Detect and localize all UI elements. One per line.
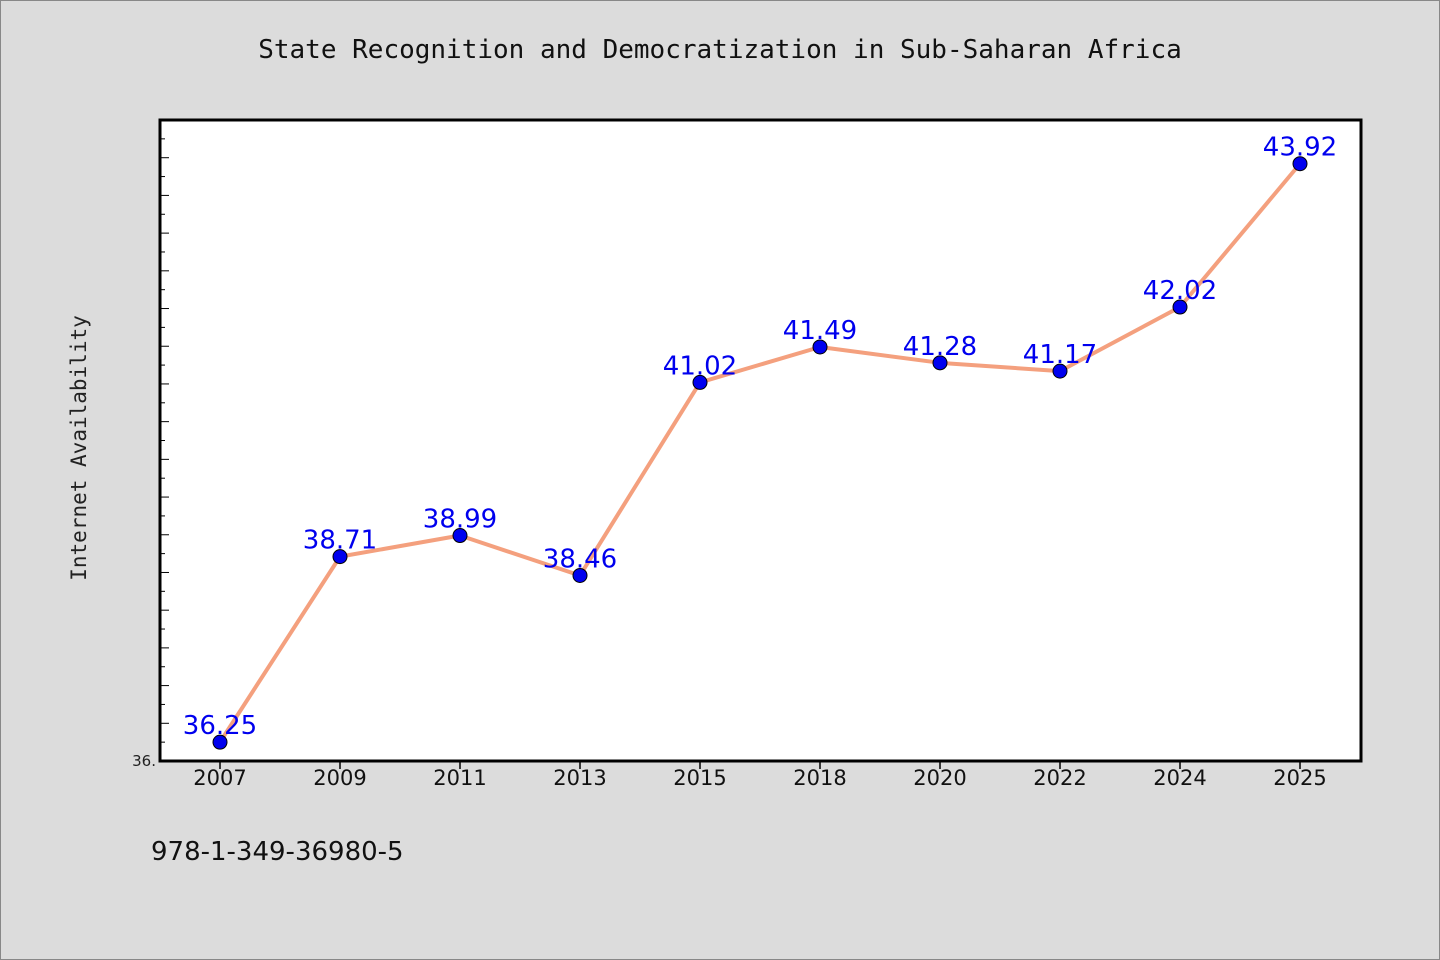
x-tick-label: 2020 — [913, 766, 966, 790]
data-label: 41.17 — [1023, 340, 1097, 370]
data-label: 41.02 — [663, 351, 737, 381]
series-line — [218, 161, 1302, 745]
data-label: 38.46 — [543, 544, 617, 574]
data-point — [452, 528, 468, 544]
data-label: 38.99 — [423, 505, 497, 535]
data-point — [332, 549, 348, 565]
x-tick-label: 2007 — [193, 766, 246, 790]
data-label: 41.49 — [783, 316, 857, 346]
data-point — [1292, 156, 1308, 172]
data-point — [212, 734, 228, 750]
x-tick-label: 2024 — [1153, 766, 1206, 790]
x-tick-label: 2018 — [793, 766, 846, 790]
data-label: 43.92 — [1263, 133, 1337, 163]
data-label: 36.25 — [183, 711, 257, 741]
x-tick-label: 2011 — [433, 766, 486, 790]
x-tick-label: 2025 — [1273, 766, 1326, 790]
plot-area — [158, 118, 1363, 763]
data-label: 38.71 — [303, 526, 377, 556]
data-label: 41.28 — [903, 332, 977, 362]
x-tick-label: 2009 — [313, 766, 366, 790]
data-point — [1052, 363, 1068, 379]
data-point — [812, 339, 828, 355]
data-point — [1172, 299, 1188, 315]
isbn-label: 978-1-349-36980-5 — [151, 837, 404, 867]
data-point — [932, 355, 948, 371]
data-point — [692, 374, 708, 390]
chart-title: State Recognition and Democratization in… — [258, 35, 1182, 65]
data-label: 42.02 — [1143, 276, 1217, 306]
x-tick-label: 2015 — [673, 766, 726, 790]
x-tick-label: 2013 — [553, 766, 606, 790]
x-tick-label: 2022 — [1033, 766, 1086, 790]
y-tick-label: 36. — [132, 752, 156, 770]
data-point — [572, 567, 588, 583]
